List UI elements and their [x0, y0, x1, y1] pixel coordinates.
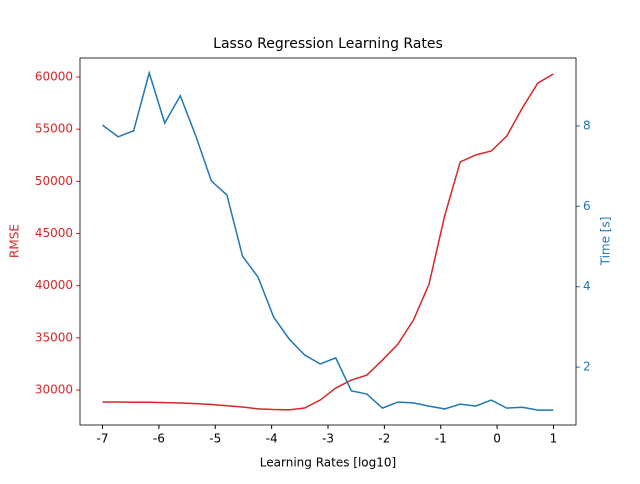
- axes-frame: [79, 57, 577, 426]
- x-tick-label: 0: [493, 432, 501, 446]
- x-tick-label: -3: [322, 432, 334, 446]
- x-axis-label: Learning Rates [log10]: [260, 456, 396, 470]
- y2-axis-label: Time [s]: [599, 217, 613, 267]
- line: [102, 70, 554, 411]
- y-tick-label: 30000: [35, 383, 73, 397]
- y2-tick-label: 2: [583, 360, 591, 374]
- y2-tick-label: 8: [583, 118, 591, 132]
- x-tick-label: -5: [209, 432, 221, 446]
- y-tick-label: 60000: [35, 69, 73, 83]
- chart-title: Lasso Regression Learning Rates: [213, 36, 443, 52]
- y-tick-label: 45000: [35, 226, 73, 240]
- y2-tick-label: 6: [583, 199, 591, 213]
- x-tick-label: -6: [153, 432, 165, 446]
- x-tick-label: -1: [435, 432, 447, 446]
- x-tick-label: 1: [550, 432, 558, 446]
- x-tick-label: -2: [378, 432, 390, 446]
- y-tick-label: 35000: [35, 330, 73, 344]
- y-axis-label: RMSE: [8, 224, 22, 258]
- y-tick-label: 40000: [35, 278, 73, 292]
- y-tick-label: 55000: [35, 122, 73, 136]
- y-tick-label: 50000: [35, 174, 73, 188]
- y2-tick-label: 4: [583, 279, 591, 293]
- x-tick-label: -7: [97, 432, 109, 446]
- x-tick-label: -4: [266, 432, 278, 446]
- line: [102, 73, 554, 411]
